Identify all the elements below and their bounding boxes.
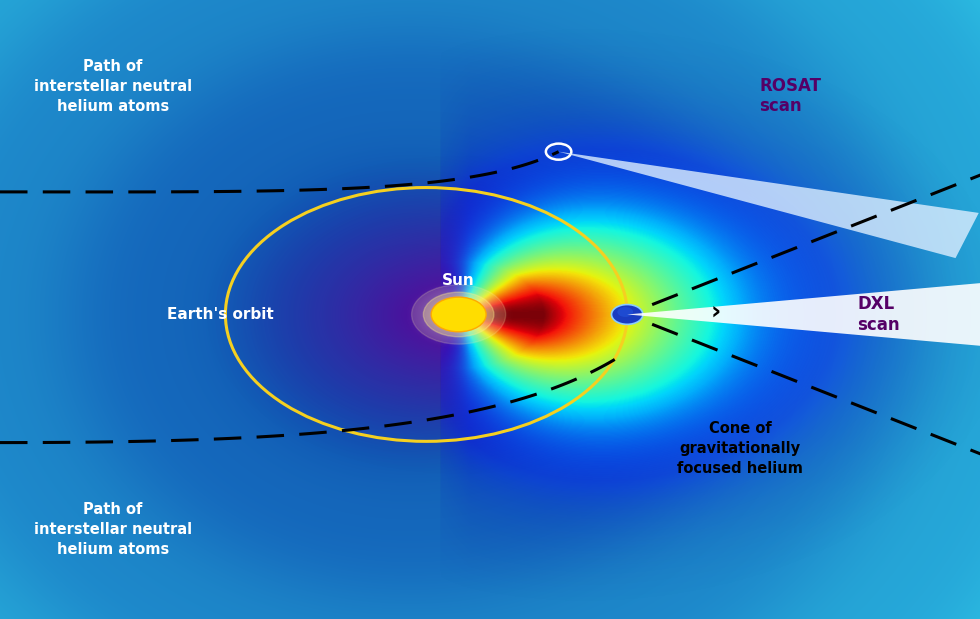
Text: Cone of
gravitationally
focused helium: Cone of gravitationally focused helium [677,422,803,476]
Circle shape [612,305,643,324]
Text: Earth's orbit: Earth's orbit [168,307,273,322]
Text: Path of
interstellar neutral
helium atoms: Path of interstellar neutral helium atom… [33,59,192,114]
Text: Path of
interstellar neutral
helium atoms: Path of interstellar neutral helium atom… [33,502,192,556]
Circle shape [431,297,486,332]
Polygon shape [559,152,979,258]
Text: DXL
scan: DXL scan [858,295,900,334]
Circle shape [617,307,633,317]
Text: Sun: Sun [442,273,475,288]
Text: ›: › [710,301,720,324]
Circle shape [412,285,506,344]
Text: ROSAT
scan: ROSAT scan [760,77,821,115]
Circle shape [423,292,494,337]
Polygon shape [627,280,980,349]
